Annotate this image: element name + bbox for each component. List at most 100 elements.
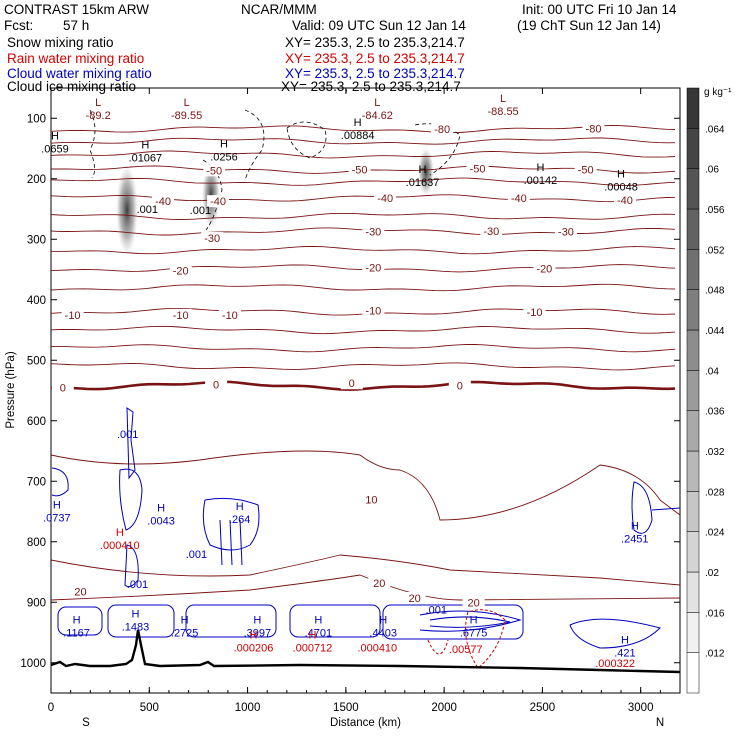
isotherm-label: -30 <box>558 226 574 238</box>
label-bg <box>205 378 228 391</box>
isotherm-label: 0 <box>213 379 219 391</box>
extremum-value: .1483 <box>122 621 150 633</box>
y-tick-label: 100 <box>27 113 46 125</box>
colorbar-tick-label: .012 <box>705 649 725 660</box>
x-axis-title: Distance (km) <box>330 717 401 729</box>
label-bg <box>431 123 454 136</box>
isotherm-line <box>51 344 676 353</box>
cloud-contour <box>219 519 243 566</box>
label-bg <box>362 304 385 317</box>
colorbar-swatch <box>686 128 700 169</box>
cloud-contour <box>51 467 69 497</box>
isotherm-line <box>50 194 676 203</box>
isotherm-label: 0 <box>60 382 66 394</box>
extremum-value: .01637 <box>406 177 440 189</box>
colorbar-swatch <box>686 571 700 613</box>
cloud-contour <box>382 604 524 640</box>
y-tick-label: 500 <box>27 355 46 367</box>
isotherm-line <box>50 212 676 220</box>
isotherm-line <box>50 246 676 255</box>
cloud-contour <box>57 606 103 636</box>
label-bg <box>169 308 192 321</box>
colorbar-swatch <box>686 329 700 371</box>
valid-time: Valid: 09 UTC Sun 12 Jan 14 <box>292 18 466 33</box>
isotherm-label: 0 <box>457 381 463 393</box>
isotherm-label: -30 <box>483 226 499 238</box>
label-bg <box>613 193 636 206</box>
colorbar-swatch <box>686 450 700 492</box>
isotherm-line <box>50 137 676 145</box>
cloud-contour <box>419 610 522 632</box>
isotherm-line <box>50 150 676 159</box>
extremum-mark: L <box>184 97 190 109</box>
rain-contour <box>427 639 449 655</box>
isotherm-label: -50 <box>352 165 368 177</box>
extremum-value: .2451 <box>621 534 649 546</box>
isotherm-label: 20 <box>74 586 86 598</box>
label-bg <box>360 493 383 506</box>
label-bg <box>348 163 371 176</box>
extremum-mark: H <box>181 615 189 627</box>
isotherm-label: -40 <box>210 196 226 208</box>
label-bg <box>462 596 485 609</box>
label-bg <box>61 308 84 321</box>
ice-contour <box>89 109 96 179</box>
label-bg <box>218 308 241 321</box>
freezing-level-line <box>50 380 676 391</box>
extremum-mark: H <box>157 503 165 515</box>
extremum-value: .001 <box>190 205 211 217</box>
isotherm-label: 0 <box>349 378 355 390</box>
forecast-label: Fcst: <box>4 18 34 33</box>
x-tick-label: 2500 <box>530 702 556 714</box>
label-bg <box>480 224 503 237</box>
x-tick-label: 500 <box>140 702 159 714</box>
label-bg <box>533 262 556 275</box>
ice-contour <box>414 123 461 176</box>
colorbar-swatch <box>686 612 700 653</box>
isotherm-label: -20 <box>173 266 189 278</box>
isotherm-label: -80 <box>586 124 602 136</box>
colorbar-swatch <box>686 87 700 129</box>
extremum-value: .421 <box>614 647 635 659</box>
rain-contours <box>427 609 506 669</box>
y-tick-label: 600 <box>27 416 46 428</box>
isotherm-label: -30 <box>365 226 381 238</box>
field-snow-name: Snow mixing ratio <box>7 35 114 50</box>
extremum-value: .0256 <box>210 151 238 163</box>
extremum-value: .001 <box>137 204 158 216</box>
extremum-value: -89.2 <box>86 110 111 122</box>
x-tick-label: 1000 <box>235 702 261 714</box>
label-bg <box>374 192 397 205</box>
colorbar: .012 .016 .02 .024 .028 .032 .036 .04 .044 .048 .0… <box>686 87 732 694</box>
field-ice-name: Cloud ice mixing ratio <box>7 79 137 94</box>
endpoint-left-label: S <box>82 717 90 729</box>
field-cloudwater-name: Cloud water mixing ratio <box>7 66 152 81</box>
label-bg <box>362 225 385 238</box>
forecast-hours: 57 h <box>63 18 90 33</box>
isotherm-label: -50 <box>206 165 222 177</box>
cloud-contour <box>631 481 653 534</box>
extremum-value: -89.55 <box>171 110 202 122</box>
y-tick-label: 300 <box>27 234 46 246</box>
extremum-mark: H <box>354 117 362 129</box>
extremum-mark: H <box>617 169 625 181</box>
label-bg <box>448 379 471 392</box>
extremum-value: .3997 <box>244 628 272 640</box>
isotherm-label: -40 <box>377 193 393 205</box>
colorbar-tick-label: .064 <box>705 124 725 135</box>
org-label: NCAR/MMM <box>241 2 317 17</box>
label-bg <box>574 163 597 176</box>
extremum-value: .4403 <box>369 628 397 640</box>
extremum-value: .000322 <box>595 658 635 670</box>
extremum-value: .0043 <box>147 516 175 528</box>
isotherm-label: 20 <box>373 578 385 590</box>
isotherm-line <box>50 450 681 521</box>
label-bg <box>207 195 230 208</box>
extremum-mark: H <box>236 501 244 513</box>
isotherm-label: -40 <box>617 195 633 207</box>
isotherm-label: -40 <box>155 196 171 208</box>
extremum-value: .00884 <box>341 130 375 142</box>
field-cloudwater-xy: XY= 235.3, 2.5 to 235.3,214.7 <box>285 66 465 81</box>
x-tick-label: 2000 <box>431 702 457 714</box>
extremum-mark: H <box>141 140 149 152</box>
